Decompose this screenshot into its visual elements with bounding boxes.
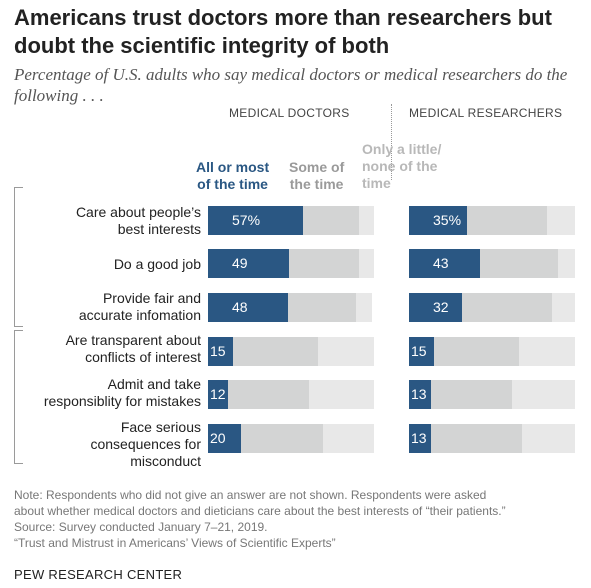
bar-segment xyxy=(359,249,374,278)
legend-all-or-most: All or most of the time xyxy=(196,159,269,193)
bar-segment xyxy=(208,337,233,366)
chart-title: Americans trust doctors more than resear… xyxy=(14,5,552,58)
row-label-line: conflicts of interest xyxy=(85,349,201,365)
row-label: Do a good job xyxy=(114,256,201,273)
legend-all-or-most-line2: of the time xyxy=(197,176,268,192)
bar-segment xyxy=(208,424,242,453)
row-label-line: misconduct xyxy=(130,453,201,469)
bar-segment xyxy=(232,337,318,366)
bar-segment xyxy=(433,337,519,366)
legend-little-line2: none of the xyxy=(362,158,438,174)
report-title-line: “Trust and Mistrust in Americans’ Views … xyxy=(14,536,336,550)
source-line: Source: Survey conducted January 7–21, 2… xyxy=(14,520,268,534)
bar-segment xyxy=(241,424,323,453)
row-label-line: accurate infomation xyxy=(78,307,201,323)
bar-segment xyxy=(208,380,228,409)
bar-segment xyxy=(558,249,575,278)
bar-segment xyxy=(409,293,463,322)
column-header-researchers: MEDICAL RESEARCHERS xyxy=(409,106,563,120)
bar-segment xyxy=(462,293,552,322)
bar-segment xyxy=(409,380,431,409)
bar-value-label: 48 xyxy=(232,299,248,315)
bar-segment xyxy=(409,337,434,366)
row-label-line: Are transparent about xyxy=(65,332,201,348)
row-label-line: Face serious xyxy=(120,419,201,435)
bar-segment xyxy=(409,249,481,278)
bar-segment xyxy=(322,424,374,453)
row-label-line: Admit and take xyxy=(107,376,201,392)
legend-little-line3: time xyxy=(362,175,391,191)
bar-segment xyxy=(208,293,288,322)
bar-value-label: 49 xyxy=(232,255,248,271)
bar-segment xyxy=(467,206,547,235)
bar-value-label: 13 xyxy=(411,386,427,402)
row-label-line: Care about people’s xyxy=(75,204,201,220)
bar-segment xyxy=(359,206,374,235)
bar-segment xyxy=(227,380,310,409)
bar-value-label: 15 xyxy=(210,343,226,359)
row-label: Provide fair and accurate infomation xyxy=(79,290,201,324)
column-divider xyxy=(391,104,392,180)
bar-segment xyxy=(551,293,575,322)
row-label: Face serious consequences for misconduct xyxy=(90,419,201,470)
bar-value-label: 12 xyxy=(210,386,226,402)
bar-segment xyxy=(302,206,360,235)
chart-notes: Note: Respondents who did not give an an… xyxy=(14,487,584,551)
row-label-line: Provide fair and xyxy=(102,290,201,306)
legend-some-line2: the time xyxy=(289,176,344,192)
source-organization: PEW RESEARCH CENTER xyxy=(14,567,183,582)
bar-segment xyxy=(208,206,303,235)
note-line: about whether medical doctors and dietic… xyxy=(14,504,506,518)
legend-little: Only a little/ none of the time xyxy=(362,141,441,192)
row-label: Admit and take responsiblity for mistake… xyxy=(44,376,201,410)
bar-value-label: 20 xyxy=(210,430,226,446)
group-bracket-top xyxy=(14,187,23,327)
bar-value-label: 15 xyxy=(411,343,427,359)
bar-value-label: 13 xyxy=(411,430,427,446)
bar-segment xyxy=(546,206,575,235)
row-label-line: responsiblity for mistakes xyxy=(43,393,201,409)
legend-some-line1: Some of xyxy=(289,159,345,175)
bar-segment xyxy=(430,424,522,453)
bar-segment xyxy=(521,424,575,453)
legend-some: Some of the time xyxy=(289,159,344,193)
bar-segment xyxy=(430,380,512,409)
row-label-line: Do a good job xyxy=(113,256,201,272)
bar-value-label: 32 xyxy=(433,299,449,315)
legend-little-line1: Only a little/ xyxy=(362,141,442,157)
bar-segment xyxy=(309,380,374,409)
bar-segment xyxy=(518,337,575,366)
bar-segment xyxy=(355,293,373,322)
bar-value-label: 35% xyxy=(433,212,462,228)
bar-value-label: 57% xyxy=(232,212,261,228)
row-label-line: consequences for xyxy=(90,436,201,452)
bar-segment xyxy=(409,424,431,453)
group-bracket-bottom xyxy=(14,330,23,464)
note-line: Note: Respondents who did not give an an… xyxy=(14,488,487,502)
bar-value-label: 43 xyxy=(433,255,449,271)
bar-segment xyxy=(289,249,360,278)
chart-subtitle: Percentage of U.S. adults who say medica… xyxy=(14,65,568,105)
bar-segment xyxy=(287,293,356,322)
bar-segment xyxy=(480,249,559,278)
bar-segment xyxy=(409,206,468,235)
row-label-line: best interests xyxy=(117,221,201,237)
bar-segment xyxy=(511,380,575,409)
column-header-doctors: MEDICAL DOCTORS xyxy=(229,106,350,120)
legend-all-or-most-line1: All or most xyxy=(196,159,270,175)
row-label: Are transparent about conflicts of inter… xyxy=(66,332,201,366)
bar-segment xyxy=(208,249,290,278)
row-label: Care about people’s best interests xyxy=(76,204,201,238)
bar-segment xyxy=(317,337,374,366)
